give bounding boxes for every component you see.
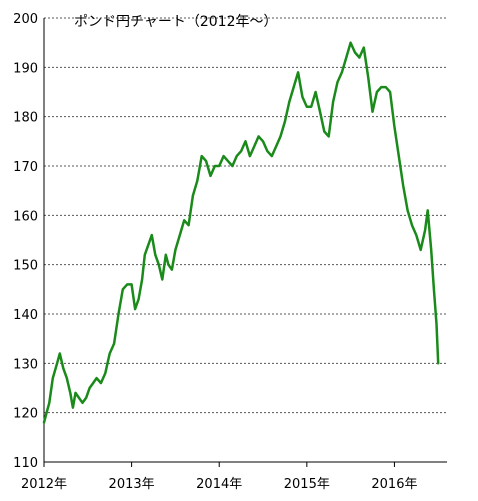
y-tick-label-120: 120 — [13, 407, 38, 422]
y-tick-labels: 110 120 130 140 150 160 170 180 190 200 — [13, 12, 38, 471]
x-tick-label-2015: 2015年 — [284, 477, 330, 492]
x-tick-label-2014: 2014年 — [196, 477, 242, 492]
y-tick-label-160: 160 — [13, 209, 38, 224]
y-tick-label-170: 170 — [13, 160, 38, 175]
x-tick-labels: 2012年 2013年 2014年 2015年 2016年 — [21, 477, 418, 492]
gridlines — [44, 17, 447, 414]
x-tick-label-2013: 2013年 — [109, 477, 155, 492]
y-tick-label-140: 140 — [13, 308, 38, 323]
x-tick-label-2016: 2016年 — [371, 477, 417, 492]
y-tick-label-130: 130 — [13, 357, 38, 372]
series-line-group — [42, 41, 440, 424]
chart-title: ポンド円チャート（2012年～） — [74, 14, 278, 30]
y-tick-label-180: 180 — [13, 111, 38, 126]
price-line — [42, 41, 440, 424]
y-tick-label-110: 110 — [13, 456, 38, 471]
y-tick-label-150: 150 — [13, 259, 38, 274]
y-tick-label-190: 190 — [13, 61, 38, 76]
x-tick-label-2012: 2012年 — [21, 477, 67, 492]
axes — [43, 18, 447, 467]
y-tick-label-200: 200 — [13, 12, 38, 27]
